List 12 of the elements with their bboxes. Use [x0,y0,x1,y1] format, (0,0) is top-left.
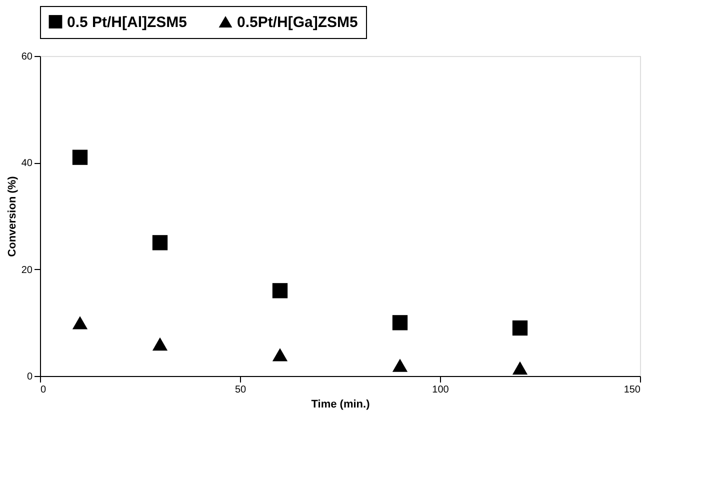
x-axis-title: Time (min.) [311,398,370,410]
legend-label: 0.5 Pt/H[Al]ZSM5 [67,14,188,31]
x-tick-label: 0 [40,384,46,396]
legend-label: 0.5Pt/H[Ga]ZSM5 [237,14,358,31]
y-tick-label: 60 [21,52,33,62]
x-tick-label: 100 [432,384,450,396]
x-tick-label: 150 [624,384,641,396]
y-tick-label: 40 [21,158,33,170]
x-tick-label: 50 [234,384,246,396]
y-tick-label: 0 [26,372,33,382]
y-axis-title: Conversion (%) [6,176,18,257]
y-tick-label: 20 [21,264,33,276]
